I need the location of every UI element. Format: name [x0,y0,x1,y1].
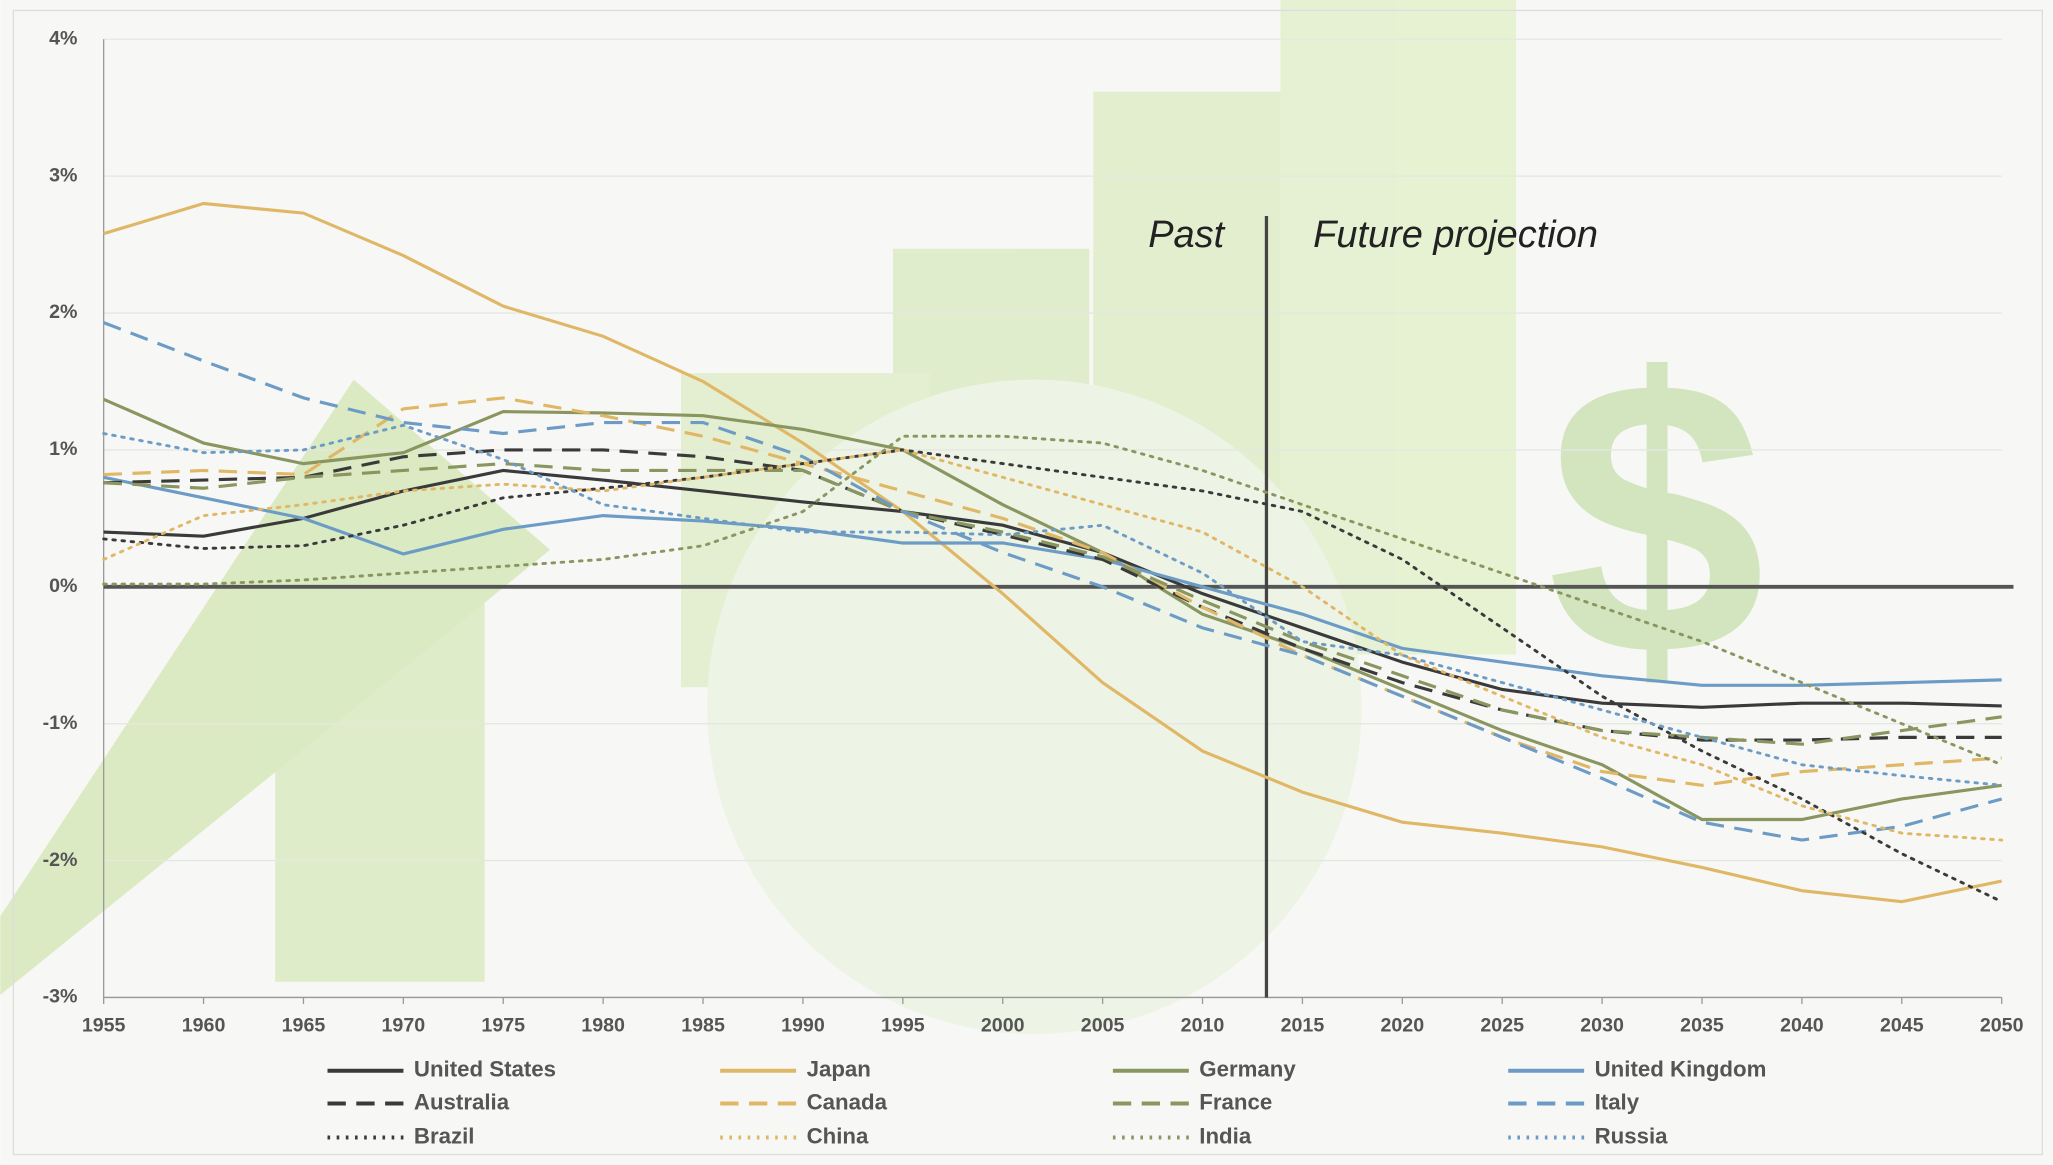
series-line [103,448,2002,742]
x-tick-label: 2020 [1380,1014,1424,1036]
x-tick-label: 1965 [282,1014,326,1036]
series-line [102,448,2004,842]
y-tick-label: 1% [49,438,77,460]
legend-label: Germany [1199,1057,1296,1082]
series-line [103,468,2002,709]
series-line [103,201,2003,904]
series-line [102,448,2004,904]
y-tick-label: -2% [43,849,78,871]
x-tick-label: 1985 [681,1014,725,1036]
series-line [103,396,2002,787]
y-tick-label: 0% [49,575,77,597]
decor-bar [275,602,485,982]
series-line [103,462,2002,746]
x-tick-label: 2040 [1780,1014,1824,1036]
annotation: Future projection [1313,214,1598,256]
plot-area: -3% -2% -1% 0% 1% 2% 3% 4% 1955 1960 1965 1970 1975 1… [43,27,2024,1148]
y-tick-label: 2% [49,301,77,323]
y-tick-label: -1% [43,712,78,734]
legend-label: United States [414,1057,556,1082]
x-tick-label: 2010 [1181,1014,1225,1036]
x-tick-label: 2030 [1580,1014,1624,1036]
legend-label: Australia [414,1089,510,1114]
legend-label: Italy [1595,1089,1640,1114]
legend-label: United Kingdom [1595,1057,1767,1082]
decor-bar [1280,0,1517,655]
legend-label: India [1199,1123,1252,1148]
legend-label: Japan [807,1057,871,1082]
x-tick-label: 1990 [781,1014,825,1036]
legend-label: Russia [1595,1123,1669,1148]
legend-label: Brazil [414,1123,475,1148]
x-tick-label: 2045 [1880,1014,1924,1036]
x-tick-label: 2005 [1081,1014,1125,1036]
x-tick-label: 2025 [1480,1014,1524,1036]
x-tick-label: 1995 [881,1014,925,1036]
x-tick-label: 2050 [1980,1014,2024,1036]
x-tick-label: 1960 [182,1014,226,1036]
annotation: Past [1148,214,1225,256]
decor-dollar: $ [1547,300,1765,738]
x-tick-label: 1955 [82,1014,126,1036]
x-tick-label: 2000 [981,1014,1025,1036]
y-tick-label: -3% [43,986,78,1008]
legend-label: China [807,1123,869,1148]
decor-arrow [0,379,551,995]
decor-globe [707,379,1362,1035]
x-tick-label: 2035 [1680,1014,1724,1036]
frame [12,9,2043,1156]
series-line [103,475,2002,687]
series-line [103,321,2003,842]
series-line [102,434,2004,767]
y-tick-label: 4% [49,27,77,49]
decor-bar [892,248,1090,668]
x-tick-label: 2015 [1281,1014,1325,1036]
series-line [102,423,2004,787]
x-tick-label: 1970 [382,1014,426,1036]
x-tick-label: 1980 [581,1014,625,1036]
x-tick-label: 1975 [481,1014,525,1036]
y-tick-label: 3% [49,164,77,186]
legend-label: France [1199,1089,1272,1114]
legend-label: Canada [807,1089,888,1114]
